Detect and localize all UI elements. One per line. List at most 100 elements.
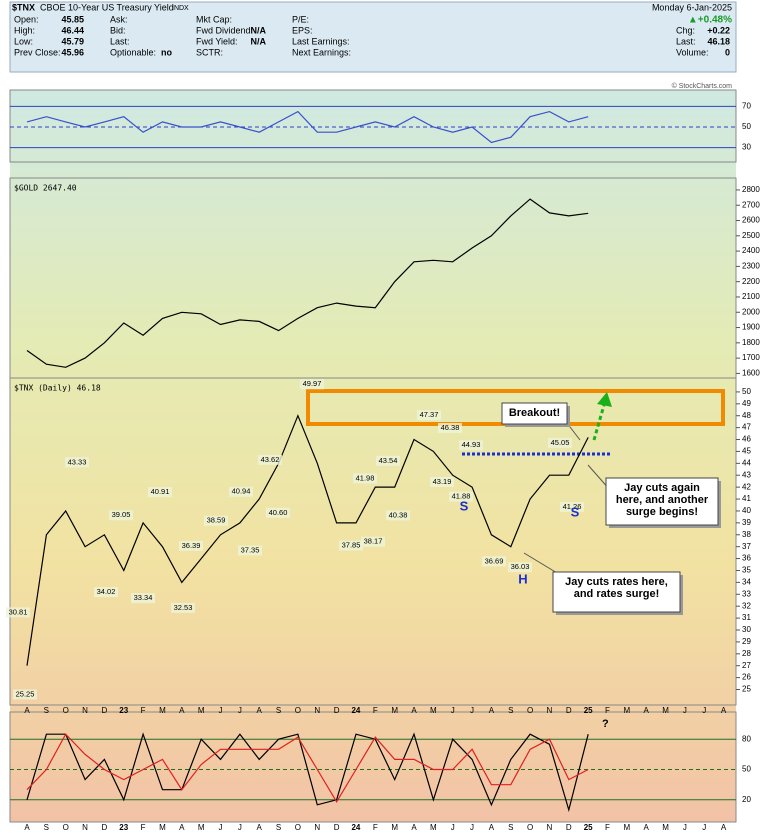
price-label: 40.94 [232,487,251,496]
label-bg [171,602,195,613]
field-label: Prev Close: [14,47,61,57]
callout-box [501,402,568,425]
label-bg [560,501,584,512]
price-label: 37.35 [241,545,260,554]
label-bg [508,562,532,573]
x-tick-label: J [470,706,474,715]
x-tick-label: D [566,706,572,715]
x-tick-label: J [702,823,706,832]
y-tick-label: 48 [742,411,751,420]
price-label: 46.38 [441,423,460,432]
x-tick-label: S [44,706,49,715]
y-tick-label: 50 [742,387,751,396]
field-label: Chg: [676,25,695,35]
x-tick-label: J [238,706,242,715]
field-label: EPS: [292,25,313,35]
y-tick-label: 26 [742,673,751,682]
price-label: 47.37 [420,410,439,419]
y-tick-label: 49 [742,399,751,408]
x-tick-label: D [102,823,108,832]
label-bg [94,587,118,598]
x-tick-label: A [644,706,650,715]
label-bg [238,545,262,556]
series-line [26,198,589,368]
label-bg [361,536,385,547]
y-tick-label: 2600 [742,216,760,225]
field-label: Optionable: [110,47,156,57]
field-label: Last: [676,36,696,46]
date: Monday 6-Jan-2025 [652,2,732,12]
label-bg [229,486,253,497]
x-tick-label: N [82,706,88,715]
y-tick-label: 34 [742,577,751,586]
y-tick-label: 2700 [742,200,760,209]
x-tick-label: O [63,706,69,715]
stoch-panel [9,711,737,823]
plot-background [10,90,736,822]
series-line [26,414,589,666]
y-tick-label: 45 [742,447,751,456]
pattern-label: H [518,571,527,586]
x-tick-label: 24 [351,823,360,832]
x-tick-label: D [334,823,340,832]
series-line [26,110,589,144]
x-tick-label: A [411,706,417,715]
field-value: 45.96 [61,47,84,57]
price-label: 45.05 [551,438,570,447]
field-value: 46.44 [61,25,84,35]
x-tick-label: J [451,823,455,832]
x-tick-label: D [334,706,340,715]
x-tick-label: M [159,823,166,832]
note: ? [602,718,609,730]
x-tick-label: M [198,706,205,715]
y-tick-label: 1900 [742,323,760,332]
x-tick-label: F [141,706,146,715]
copyright: © StockCharts.com [672,82,733,90]
x-tick-label: M [159,706,166,715]
callout-text: Breakout! [509,407,560,419]
x-tick-label: M [198,823,205,832]
x-tick-label: S [276,706,281,715]
label-bg [179,540,203,551]
label-bg [449,491,473,502]
y-tick-label: 30 [742,143,751,152]
field-label: Mkt Cap: [196,14,232,24]
x-tick-label: 23 [119,823,128,832]
label-bg [459,440,483,451]
y-tick-label: 31 [742,613,751,622]
label-bg [376,455,400,466]
header-panel [9,1,737,73]
label-bg [131,593,155,604]
arrow-shaft [592,404,606,441]
y-tick-label: 2800 [742,185,760,194]
x-tick-label: A [24,823,30,832]
series-line [26,732,589,813]
x-tick-label: M [430,823,437,832]
callout-text: surge begins! [626,506,698,518]
price-label: 39.05 [112,510,131,519]
y-tick-label: 2400 [742,246,760,255]
x-tick-label: M [624,706,631,715]
x-tick-label: J [702,706,706,715]
field-label: High: [14,25,35,35]
x-tick-label: M [624,823,631,832]
field-label: Next Earnings: [292,47,351,57]
price-label: 25.25 [16,690,35,699]
x-tick-label: A [644,823,650,832]
x-tick-label: N [547,706,553,715]
y-tick-label: 2300 [742,261,760,270]
y-tick-label: 28 [742,649,751,658]
field-label: Last Earnings: [292,36,350,46]
x-tick-label: N [314,706,320,715]
callout-box [605,477,719,526]
price-label: 40.38 [389,510,408,519]
label-bg [353,473,377,484]
price-label: 37.85 [342,541,361,550]
x-tick-label: D [102,706,108,715]
price-label: 44.93 [462,440,481,449]
price-label: 40.60 [269,508,288,517]
x-tick-label: M [662,706,669,715]
field-value: +0.22 [707,25,730,35]
x-tick-label: F [373,823,378,832]
